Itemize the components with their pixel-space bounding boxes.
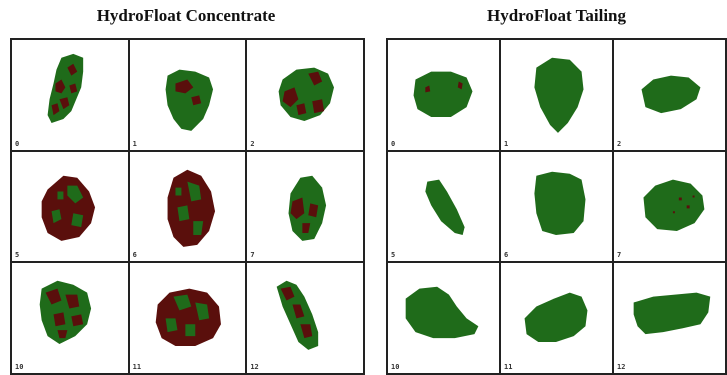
particle-image (425, 179, 465, 235)
particle-cell: 6 (129, 151, 248, 264)
particle-label: 5 (15, 251, 20, 260)
particle-cell: 11 (501, 263, 614, 375)
particle-image (41, 175, 96, 241)
particle-image (47, 53, 84, 123)
tailing-grid: 0 1 2 5 6 7 10 (386, 38, 727, 375)
particle-cell: 10 (12, 263, 130, 375)
particle-label: 6 (504, 251, 509, 260)
concentrate-grid: 0 1 2 5 6 7 (10, 38, 365, 375)
particle-cell: 0 (12, 40, 130, 152)
particle-cell: 12 (614, 263, 727, 375)
particle-cell: 12 (247, 263, 365, 375)
particle-label: 11 (132, 362, 142, 371)
particle-image (155, 289, 221, 347)
particle-label: 1 (504, 139, 509, 148)
particle-label: 11 (504, 362, 513, 371)
particle-label: 7 (617, 251, 622, 260)
particle-label: 7 (250, 251, 255, 260)
particle-cell: 5 (12, 151, 130, 264)
particle-image (524, 292, 588, 343)
particle-label: 6 (132, 251, 137, 260)
particle-cell: 5 (388, 151, 501, 264)
particle-label: 2 (250, 139, 255, 148)
particle-image (167, 169, 215, 247)
particle-image (276, 281, 319, 351)
particle-image (641, 75, 701, 114)
particle-label: 12 (250, 362, 259, 371)
particle-label: 12 (617, 362, 626, 371)
particle-label: 0 (15, 139, 20, 148)
particle-label: 10 (391, 362, 400, 371)
particle-cell: 6 (501, 151, 614, 264)
particle-cell: 2 (247, 40, 365, 152)
particle-image (413, 71, 473, 118)
particle-label: 5 (391, 251, 396, 260)
particle-cell: 7 (614, 151, 727, 264)
particle-cell: 7 (247, 151, 365, 264)
particle-image (643, 179, 705, 231)
particle-label: 10 (15, 362, 24, 371)
particle-cell: 0 (388, 40, 501, 152)
particle-image (278, 67, 335, 122)
particle-cell: 2 (614, 40, 727, 152)
particle-cell: 1 (129, 40, 248, 152)
particle-label: 1 (132, 139, 137, 148)
tailing-title: HydroFloat Tailing (486, 6, 627, 25)
particle-image (165, 69, 213, 131)
particle-image (534, 171, 586, 235)
particle-image (288, 175, 327, 241)
particle-image (534, 57, 584, 133)
particle-label: 0 (391, 139, 396, 148)
concentrate-title: HydroFloat Concentrate (96, 6, 276, 25)
particle-image (633, 292, 711, 335)
particle-cell: 10 (388, 263, 501, 375)
particle-label: 2 (617, 139, 622, 148)
particle-cell: 1 (501, 40, 614, 152)
particle-image (405, 287, 479, 339)
particle-image (39, 281, 92, 345)
particle-cell: 11 (129, 263, 248, 375)
